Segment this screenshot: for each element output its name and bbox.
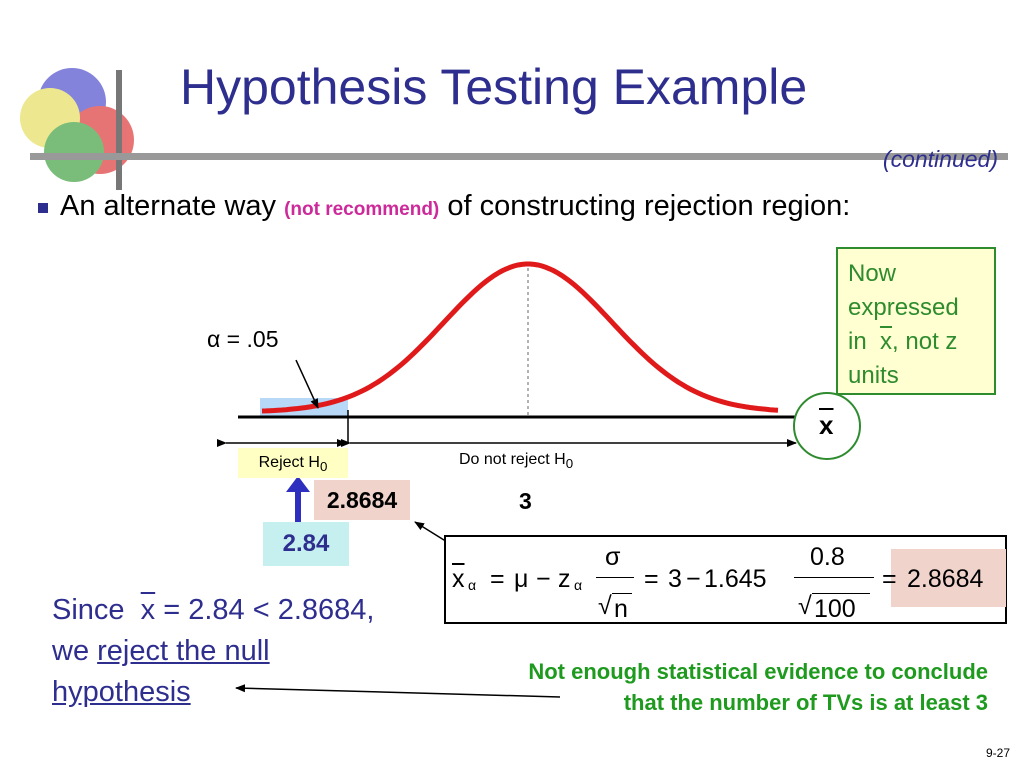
formula-equals-3: = bbox=[882, 565, 897, 593]
do-not-reject-sub: 0 bbox=[565, 456, 574, 472]
note-xbar: x bbox=[880, 328, 893, 355]
bullet-text: An alternate way (not recommend) of cons… bbox=[60, 190, 850, 223]
conclusion-we: we bbox=[52, 635, 90, 667]
evidence-note: Not enough statistical evidence to concl… bbox=[528, 656, 988, 718]
note-line-3-pre: in bbox=[848, 328, 867, 355]
hypothesis-link[interactable]: hypothesis bbox=[52, 676, 191, 708]
alpha-pointer-arrow bbox=[295, 359, 319, 409]
mean-value-label: 3 bbox=[519, 488, 532, 514]
note-line-3-post: , not z bbox=[892, 328, 958, 355]
formula-result: 2.8684 bbox=[907, 565, 984, 593]
formula-minus-1: − bbox=[536, 565, 551, 593]
formula-sqrt-sign-2: √ bbox=[798, 592, 812, 620]
note-line-4: units bbox=[848, 362, 899, 389]
do-not-reject-label: Do not reject H0 bbox=[459, 451, 573, 471]
formula-equals-2: = bbox=[644, 565, 659, 593]
formula-sigma: σ bbox=[605, 543, 621, 571]
deco-circle-green bbox=[44, 122, 104, 182]
formula-fraction-bar-1 bbox=[596, 577, 634, 578]
formula-z-subscript: α bbox=[574, 577, 583, 593]
conclusion-xbar: x bbox=[140, 594, 156, 626]
reject-null-link[interactable]: reject the null bbox=[97, 635, 270, 667]
note-line-2: expressed bbox=[848, 294, 959, 321]
formula-sqrt-bar-2 bbox=[812, 593, 870, 594]
conclusion-line-1: Since x = 2.84 < 2.8684, bbox=[52, 590, 374, 631]
axis-variable-circle bbox=[793, 392, 861, 460]
decorative-graphic bbox=[20, 68, 1008, 190]
formula-x-subscript: α bbox=[468, 577, 477, 593]
page-number: 9-27 bbox=[985, 746, 1010, 760]
formula-minus-2: − bbox=[686, 565, 701, 593]
sample-mean-label: 2.84 bbox=[263, 522, 349, 566]
conclusion-line-2: we reject the null bbox=[52, 631, 374, 672]
formula-mu: μ bbox=[514, 565, 529, 593]
reject-label-text: Reject H bbox=[258, 454, 320, 471]
axis-xbar: x bbox=[819, 410, 834, 440]
formula-result-highlight bbox=[891, 549, 1006, 607]
deco-horizontal-bar bbox=[30, 153, 1008, 160]
units-note-box: Now expressed in x, not z units bbox=[836, 247, 996, 395]
conclusion-line-3: hypothesis bbox=[52, 672, 374, 713]
bullet-text-before: An alternate way bbox=[60, 190, 277, 222]
evidence-line-1: Not enough statistical evidence to concl… bbox=[528, 659, 988, 684]
critical-value-label: 2.8684 bbox=[314, 480, 410, 520]
continued-label: (continued) bbox=[882, 146, 998, 172]
evidence-line-2: that the number of TVs is at least 3 bbox=[623, 690, 988, 715]
bullet-text-after: of constructing rejection region: bbox=[447, 190, 851, 222]
formula-z-value: 1.645 bbox=[704, 565, 767, 593]
note-line-3: in x, not z bbox=[848, 325, 984, 359]
formula-z: z bbox=[558, 565, 571, 593]
note-line-1: Now bbox=[848, 260, 897, 287]
slide-title: Hypothesis Testing Example bbox=[180, 59, 808, 115]
formula-s-value: 0.8 bbox=[810, 543, 845, 571]
bullet-note: (not recommend) bbox=[284, 199, 440, 220]
bullet-marker bbox=[38, 203, 48, 213]
formula-xbar: x bbox=[452, 565, 465, 593]
normal-curve bbox=[261, 261, 779, 414]
conclusion-since: Since bbox=[52, 594, 125, 626]
critical-value-formula: x α = μ − z α σ √ n = 3 − 1.645 0.8 √ 10… bbox=[444, 535, 1007, 624]
formula-sqrt-bar-1 bbox=[612, 593, 632, 594]
formula-fraction-bar-2 bbox=[794, 577, 874, 578]
formula-n-value: 100 bbox=[814, 595, 856, 623]
deco-vertical-bar bbox=[116, 70, 122, 190]
reject-region-label: Reject H0 bbox=[238, 448, 348, 478]
conclusion-comparison: = 2.84 < 2.8684, bbox=[163, 594, 375, 626]
sample-mean-arrow-head bbox=[286, 476, 310, 492]
reject-label-sub: 0 bbox=[319, 459, 328, 475]
axis-variable-label: x bbox=[819, 410, 833, 441]
alpha-label: α = .05 bbox=[207, 326, 279, 352]
formula-n: n bbox=[614, 595, 628, 623]
conclusion-arrow bbox=[235, 684, 561, 698]
formula-equals-1: = bbox=[490, 565, 505, 593]
do-not-reject-text: Do not reject H bbox=[459, 451, 566, 468]
conclusion-text: Since x = 2.84 < 2.8684, we reject the n… bbox=[52, 590, 374, 713]
formula-sqrt-sign-1: √ bbox=[598, 592, 612, 620]
formula-three: 3 bbox=[668, 565, 682, 593]
